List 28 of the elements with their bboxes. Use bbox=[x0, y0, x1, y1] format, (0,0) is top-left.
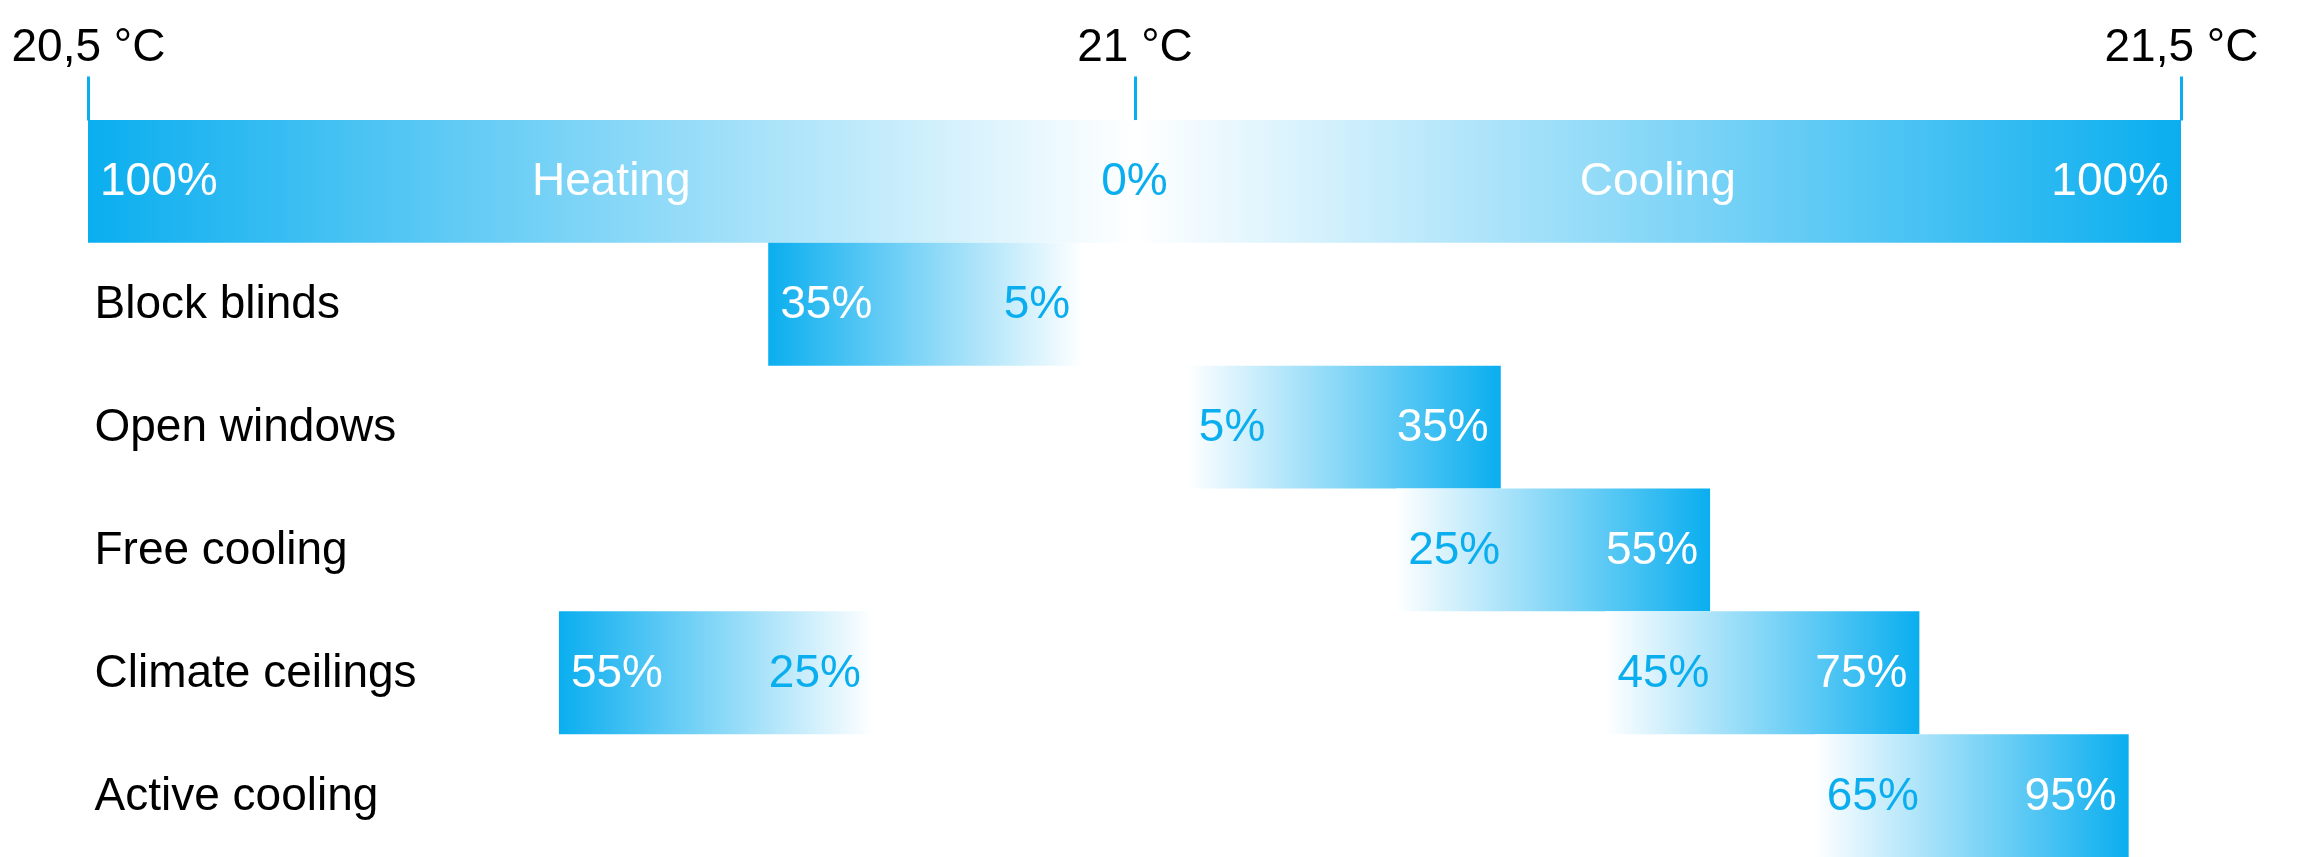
annotation: 35% bbox=[780, 276, 873, 329]
x-tick-label: 21,5 °C bbox=[2104, 18, 2259, 71]
bar bbox=[1814, 734, 2129, 857]
annotation: 5% bbox=[1003, 276, 1071, 329]
x-tick-label: 20,5 °C bbox=[11, 18, 166, 71]
x-tick-label: 21 °C bbox=[1077, 18, 1193, 71]
annotation: 65% bbox=[1826, 767, 1919, 820]
annotation: 55% bbox=[570, 644, 663, 697]
annotation: 75% bbox=[1815, 644, 1908, 697]
annotation: 100% bbox=[2051, 153, 2169, 206]
annotation: 100% bbox=[100, 153, 218, 206]
bar bbox=[1605, 611, 1920, 735]
y-tick-label: Open windows bbox=[94, 399, 397, 452]
annotation: 95% bbox=[2024, 767, 2117, 820]
y-tick-label: Climate ceilings bbox=[94, 644, 417, 697]
y-tick-label: Active cooling bbox=[94, 767, 379, 820]
annotation: 25% bbox=[1408, 521, 1501, 574]
annotation: 55% bbox=[1606, 521, 1699, 574]
bar bbox=[1396, 488, 1711, 612]
annotation: Heating bbox=[531, 153, 691, 206]
y-tick-label: Free cooling bbox=[94, 521, 348, 574]
annotation: 45% bbox=[1617, 644, 1710, 697]
annotation: 35% bbox=[1396, 399, 1489, 452]
annotation: 0% bbox=[1101, 153, 1168, 206]
annotation: 5% bbox=[1198, 399, 1266, 452]
annotation: 25% bbox=[768, 644, 861, 697]
annotation: Cooling bbox=[1579, 153, 1736, 206]
y-tick-label: Block blinds bbox=[94, 276, 340, 329]
